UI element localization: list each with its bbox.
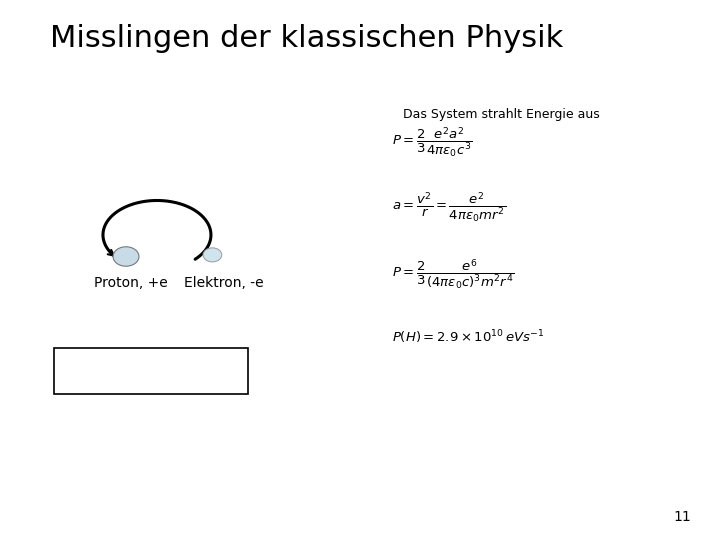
Text: Misslingen der klassischen Physik: Misslingen der klassischen Physik — [50, 24, 564, 53]
Text: 11: 11 — [673, 510, 691, 524]
Text: Proton, +e: Proton, +e — [94, 276, 167, 291]
FancyBboxPatch shape — [54, 348, 248, 394]
Circle shape — [113, 247, 139, 266]
Circle shape — [203, 248, 222, 262]
Text: $P = \dfrac{2}{3}\dfrac{e^6}{(4\pi\varepsilon_0 c)^3 m^2 r^4}$: $P = \dfrac{2}{3}\dfrac{e^6}{(4\pi\varep… — [392, 258, 515, 293]
Text: $P(H) = 2.9\times 10^{10}\, eVs^{-1}$: $P(H) = 2.9\times 10^{10}\, eVs^{-1}$ — [392, 329, 545, 346]
Text: Elektron, -e: Elektron, -e — [184, 276, 264, 291]
Text: Das System strahlt Energie aus: Das System strahlt Energie aus — [403, 108, 600, 121]
Text: Kollaps in $10^{-16}$ s: Kollaps in $10^{-16}$ s — [84, 360, 219, 382]
Text: $P = \dfrac{2}{3}\dfrac{e^2a^2}{4\pi\varepsilon_0 c^3}$: $P = \dfrac{2}{3}\dfrac{e^2a^2}{4\pi\var… — [392, 126, 472, 160]
Text: $a = \dfrac{v^2}{r} = \dfrac{e^2}{4\pi\varepsilon_0 mr^2}$: $a = \dfrac{v^2}{r} = \dfrac{e^2}{4\pi\v… — [392, 191, 506, 225]
